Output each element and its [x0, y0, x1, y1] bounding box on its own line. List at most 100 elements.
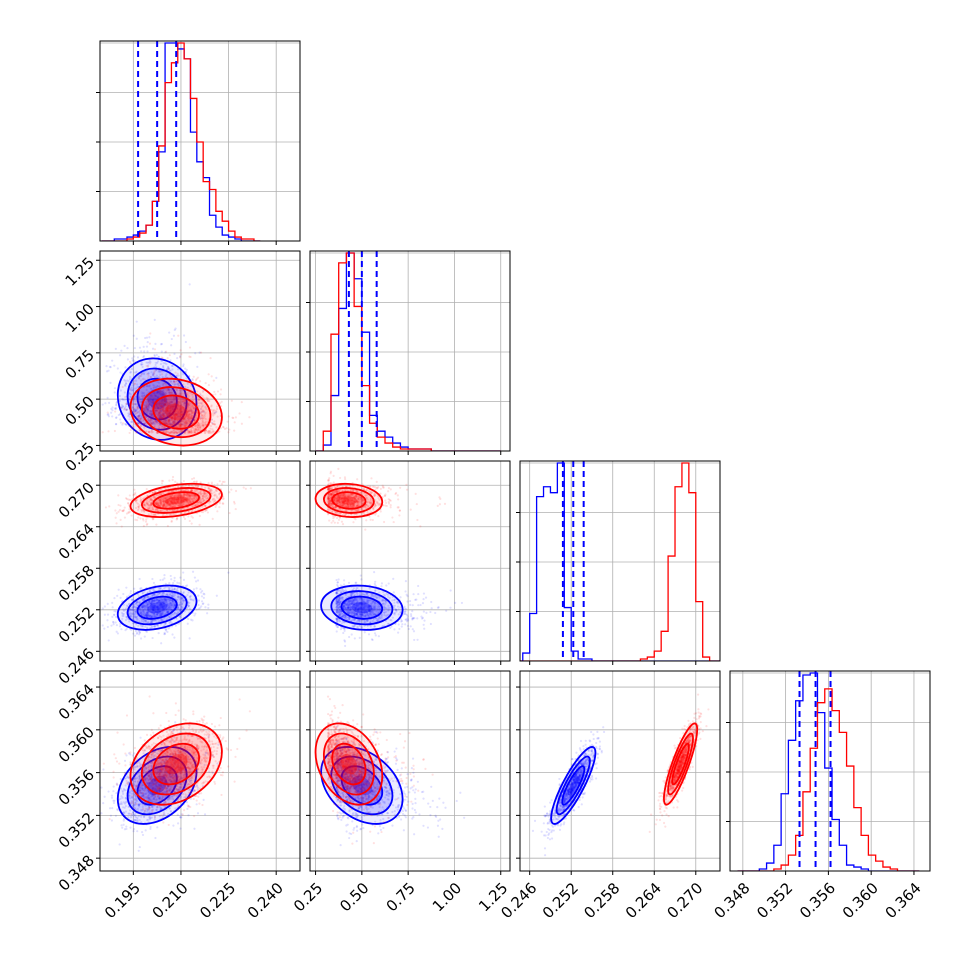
scatter-point	[103, 605, 107, 608]
scatter-point	[154, 607, 157, 610]
scatter-point	[184, 340, 187, 344]
scatter-point	[165, 362, 168, 366]
scatter-point	[152, 608, 155, 612]
scatter-point	[143, 392, 146, 395]
scatter-point	[155, 523, 158, 526]
scatter-point	[172, 421, 175, 424]
scatter-point	[212, 430, 215, 433]
scatter-point	[188, 413, 191, 416]
scatter-point	[137, 414, 140, 418]
scatter-point	[167, 423, 170, 426]
scatter-point	[168, 416, 171, 419]
scatter-point	[134, 400, 137, 403]
scatter-point	[152, 600, 156, 603]
scatter-point	[151, 395, 154, 398]
scatter-point	[188, 431, 191, 434]
scatter-point	[144, 625, 147, 628]
scatter-point	[162, 367, 165, 370]
scatter-point	[147, 385, 150, 388]
scatter-point	[162, 382, 165, 386]
scatter-point	[179, 418, 183, 421]
scatter-point	[142, 391, 145, 394]
scatter-point	[179, 608, 182, 611]
scatter-point	[154, 411, 157, 414]
scatter-point	[197, 599, 201, 602]
scatter-point	[155, 374, 158, 377]
scatter-point	[158, 610, 162, 613]
scatter-point	[179, 429, 182, 432]
scatter-point	[119, 371, 122, 374]
scatter-point	[143, 410, 146, 413]
scatter-point	[168, 331, 171, 334]
scatter-point	[141, 605, 144, 608]
scatter-point	[132, 632, 135, 635]
scatter-point	[155, 397, 158, 400]
scatter-point	[175, 431, 178, 435]
scatter-point	[170, 364, 174, 368]
scatter-point	[151, 399, 154, 402]
scatter-point	[153, 371, 156, 374]
scatter-point	[106, 613, 110, 616]
scatter-point	[190, 411, 194, 414]
scatter-point	[161, 392, 164, 396]
scatter-point	[160, 413, 163, 417]
scatter-point	[140, 612, 143, 615]
scatter-point	[165, 422, 169, 425]
scatter-point	[180, 430, 183, 433]
scatter-point	[165, 604, 168, 607]
scatter-point	[174, 480, 177, 483]
scatter-point	[167, 413, 170, 417]
scatter-point	[136, 407, 140, 410]
scatter-point	[167, 607, 170, 610]
scatter-point	[168, 418, 171, 421]
scatter-point	[139, 374, 142, 378]
scatter-point	[117, 413, 120, 417]
scatter-point	[203, 413, 207, 416]
scatter-point	[128, 378, 132, 381]
scatter-point	[189, 413, 192, 416]
scatter-point	[139, 417, 142, 420]
scatter-point	[155, 605, 158, 608]
scatter-point	[142, 407, 145, 410]
scatter-point	[196, 390, 199, 393]
scatter-point	[181, 373, 185, 376]
scatter-point	[158, 402, 161, 405]
scatter-point	[118, 413, 122, 416]
scatter-point	[97, 599, 99, 601]
scatter-point	[163, 597, 166, 601]
scatter-point	[140, 431, 144, 435]
scatter-point	[124, 380, 127, 383]
scatter-point	[170, 519, 173, 523]
scatter-point	[170, 416, 173, 419]
scatter-point	[175, 413, 179, 417]
scatter-point	[162, 412, 165, 416]
scatter-point	[133, 397, 136, 400]
scatter-point	[138, 410, 141, 413]
scatter-point	[135, 430, 138, 433]
scatter-point	[168, 411, 171, 414]
scatter-point	[182, 363, 185, 366]
scatter-point	[166, 603, 169, 607]
scatter-point	[140, 363, 143, 366]
scatter-point	[156, 380, 159, 383]
scatter-point	[162, 600, 165, 603]
scatter-point	[170, 578, 173, 581]
scatter-point	[161, 404, 164, 408]
scatter-point	[158, 404, 161, 407]
scatter-point	[145, 408, 148, 412]
scatter-point	[136, 411, 139, 414]
scatter-point	[168, 391, 171, 394]
scatter-point	[180, 419, 183, 422]
scatter-point	[173, 413, 176, 416]
scatter-point	[147, 612, 150, 615]
scatter-point	[161, 605, 164, 608]
scatter-point	[161, 408, 164, 411]
scatter-point	[173, 420, 176, 423]
scatter-point	[108, 365, 112, 368]
scatter-point	[144, 406, 147, 409]
scatter-point	[152, 517, 155, 520]
scatter-point	[145, 630, 149, 633]
scatter-point	[139, 379, 143, 382]
scatter-point	[142, 422, 145, 426]
scatter-point	[149, 376, 152, 379]
